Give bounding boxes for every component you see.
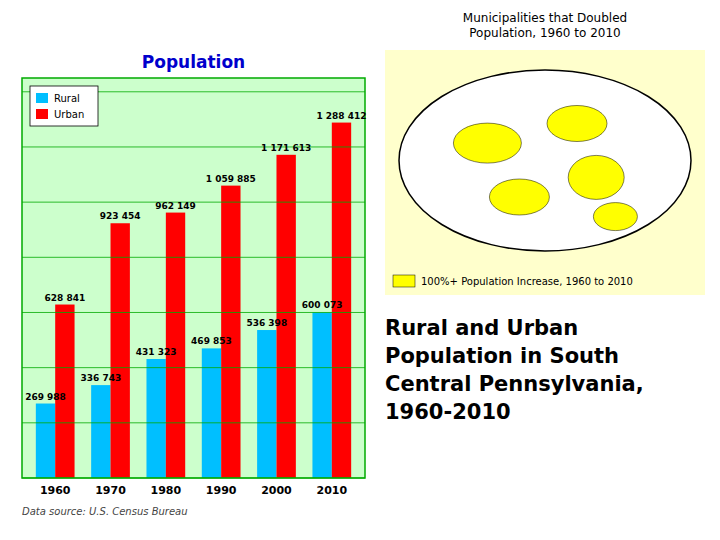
chart: 1960 1970 1980 1990 2000 2010 269 988 336 743 43… bbox=[0, 0, 720, 540]
data-label: 962 149 bbox=[155, 201, 196, 211]
x-tick-label: 2010 bbox=[316, 484, 347, 497]
map-legend-swatch bbox=[393, 275, 415, 287]
plot-background bbox=[22, 78, 365, 478]
map-region bbox=[453, 123, 521, 163]
text-line: Rural and Urban bbox=[385, 316, 578, 340]
bar bbox=[312, 312, 331, 478]
x-tick-label: 1980 bbox=[151, 484, 182, 497]
legend-frame bbox=[30, 86, 98, 126]
grid-line bbox=[22, 312, 365, 313]
bar bbox=[166, 213, 185, 478]
side-text: Rural and Urban Population in South Centra… bbox=[385, 316, 644, 424]
map-legend-text: 100%+ Population Increase, 1960 to 2010 bbox=[421, 276, 633, 287]
data-label: 1 171 613 bbox=[261, 143, 311, 153]
grid bbox=[22, 92, 365, 478]
data-label: 336 743 bbox=[80, 373, 121, 383]
data-label: 1 288 412 bbox=[316, 111, 366, 121]
data-label: 269 988 bbox=[25, 392, 66, 402]
bars bbox=[36, 123, 351, 478]
map-region bbox=[593, 203, 637, 231]
data-label: 600 073 bbox=[302, 300, 343, 310]
grid-line bbox=[22, 146, 365, 147]
grid-line bbox=[22, 422, 365, 423]
text-line: 1960-2010 bbox=[385, 400, 511, 424]
x-tick-label: 2000 bbox=[261, 484, 292, 497]
data-label: 1 059 885 bbox=[206, 174, 256, 184]
data-label: 431 323 bbox=[136, 347, 177, 357]
data-label: 628 841 bbox=[45, 293, 86, 303]
x-tick-label: 1990 bbox=[206, 484, 237, 497]
map-outline bbox=[399, 70, 691, 251]
bar bbox=[91, 385, 110, 478]
legend: Rural Urban bbox=[30, 86, 98, 126]
map-background bbox=[385, 50, 705, 295]
legend-swatch bbox=[36, 109, 48, 119]
bar bbox=[221, 186, 240, 478]
legend-entry: Urban bbox=[54, 109, 84, 120]
text-line: Municipalities that Doubled bbox=[463, 11, 627, 25]
data-label: 536 398 bbox=[246, 318, 287, 328]
bar bbox=[276, 155, 295, 478]
data-source: Data source: U.S. Census Bureau bbox=[22, 506, 188, 517]
bar bbox=[146, 359, 165, 478]
x-tick-label: 1960 bbox=[40, 484, 71, 497]
map-title: Municipalities that DoubledPopulation, 1… bbox=[463, 11, 627, 40]
grid-line bbox=[22, 367, 365, 368]
data-label: 469 853 bbox=[191, 336, 232, 346]
x-tick-label: 1970 bbox=[95, 484, 126, 497]
map-region bbox=[568, 155, 624, 199]
text-line: Population in South bbox=[385, 344, 619, 368]
text-line: Central Pennsylvania, bbox=[385, 372, 644, 396]
bar bbox=[36, 404, 55, 478]
map-placeholder: 100%+ Population Increase, 1960 to 2010 bbox=[385, 50, 705, 295]
title: Population bbox=[142, 52, 245, 72]
grid-line bbox=[22, 257, 365, 258]
data-label: 923 454 bbox=[100, 211, 141, 221]
bar bbox=[111, 223, 130, 478]
text-line: Population, 1960 to 2010 bbox=[469, 26, 620, 40]
legend-entry: Rural bbox=[54, 93, 80, 104]
plot-frame bbox=[22, 78, 365, 478]
legend-swatch bbox=[36, 93, 48, 103]
map-region bbox=[489, 179, 549, 215]
bar bbox=[257, 330, 276, 478]
map-region bbox=[547, 106, 607, 142]
